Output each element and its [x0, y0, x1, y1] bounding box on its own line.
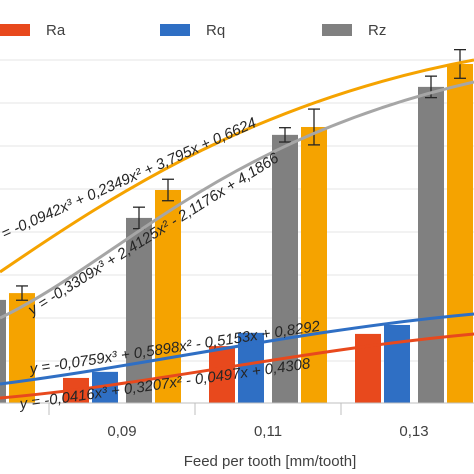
bars	[0, 49, 473, 404]
bar	[0, 299, 6, 403]
bar	[384, 324, 410, 403]
legend: Ra Rq Rz	[0, 22, 386, 39]
legend-swatch	[0, 24, 30, 36]
bar	[301, 126, 327, 404]
grid	[0, 59, 474, 362]
x-tick-label: 0,11	[254, 423, 282, 440]
bar	[209, 346, 235, 403]
trendlines	[0, 58, 474, 400]
error-bar	[308, 108, 320, 146]
trendline	[0, 332, 474, 400]
legend-swatch	[160, 24, 190, 36]
trendline	[0, 58, 474, 274]
legend-swatch	[322, 24, 352, 36]
legend-label: Ra	[46, 22, 66, 39]
bar	[447, 63, 473, 403]
trendline	[0, 312, 474, 386]
error-bar	[279, 127, 291, 143]
error-bar	[16, 285, 28, 301]
bar	[155, 189, 181, 403]
error-bar	[162, 178, 174, 202]
bar	[418, 86, 444, 404]
bar	[126, 217, 152, 403]
x-tick-label: 0,13	[399, 423, 428, 440]
trendline	[0, 80, 474, 320]
x-axis-title: Feed per tooth [mm/tooth]	[184, 453, 357, 470]
legend-label: Rz	[368, 22, 386, 39]
legend-label: Rq	[206, 22, 225, 39]
axis	[0, 402, 474, 415]
x-tick-label: 0,09	[107, 423, 136, 440]
